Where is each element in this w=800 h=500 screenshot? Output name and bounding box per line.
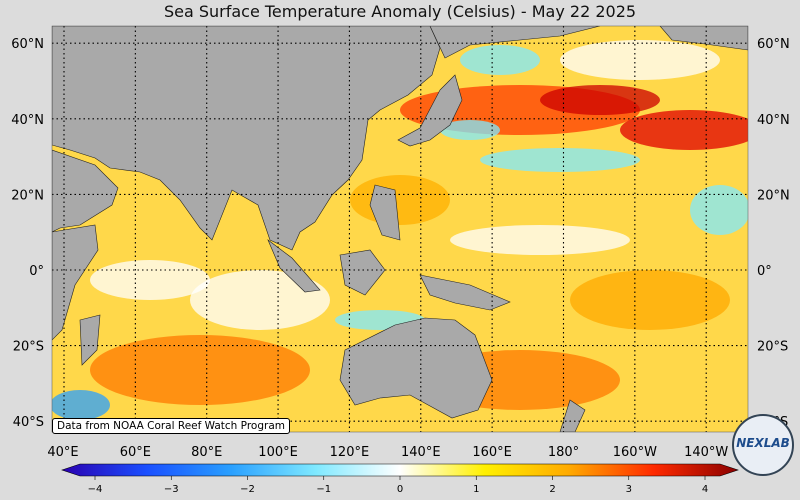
lon-label: 140°W xyxy=(684,445,728,460)
anomaly-blob xyxy=(540,85,660,115)
data-credit: Data from NOAA Coral Reef Watch Program xyxy=(52,418,290,434)
land-masses xyxy=(52,26,748,432)
lat-label: 20°N xyxy=(757,188,790,203)
lat-label: 0° xyxy=(757,264,772,279)
lon-label: 160°E xyxy=(472,445,512,460)
lat-label: 20°S xyxy=(13,340,44,355)
lon-label: 180° xyxy=(548,445,579,460)
anomaly-blob xyxy=(350,175,450,225)
borneo-island xyxy=(339,249,386,296)
lat-label: 40°N xyxy=(757,113,790,128)
anomaly-blob xyxy=(560,40,720,80)
alaska-landmass xyxy=(659,26,748,51)
lat-label: 60°N xyxy=(757,37,790,52)
lon-label: 40°E xyxy=(47,445,78,460)
colorbar-tick-label: 4 xyxy=(702,484,708,495)
philippines-islands xyxy=(369,184,401,241)
new-zealand-island xyxy=(559,399,586,432)
anomaly-blob xyxy=(570,270,730,330)
anomaly-blob xyxy=(480,148,640,172)
colorbar-tick-label: 0 xyxy=(397,484,403,495)
colorbar-tick-label: 1 xyxy=(473,484,479,495)
colorbar-tick-label: −1 xyxy=(316,484,331,495)
map-title: Sea Surface Temperature Anomaly (Celsius… xyxy=(163,2,637,21)
colorbar-ticks: −4 −3 −2 −1 0 1 2 3 4 xyxy=(88,476,708,495)
colorbar-tick-label: 2 xyxy=(549,484,555,495)
madagascar-island xyxy=(79,314,101,366)
anomaly-blob xyxy=(450,225,630,255)
japan-islands xyxy=(397,74,463,147)
anomaly-blob xyxy=(90,335,310,405)
anomaly-blob xyxy=(440,120,500,140)
asia-landmass xyxy=(52,26,441,251)
east-asia-landmass xyxy=(429,26,601,59)
lat-label: 0° xyxy=(29,264,44,279)
colorbar-tick-label: −4 xyxy=(88,484,103,495)
lon-label: 160°W xyxy=(613,445,657,460)
lon-label: 60°E xyxy=(120,445,151,460)
arabia-africa-landmass xyxy=(52,149,119,233)
colorbar-tick-label: −2 xyxy=(240,484,255,495)
lon-label: 100°E xyxy=(258,445,298,460)
lon-label: 80°E xyxy=(191,445,222,460)
colorbar-bar xyxy=(61,463,739,477)
lat-label: 20°N xyxy=(11,188,44,203)
new-guinea-island xyxy=(419,274,511,311)
anomaly-blob xyxy=(460,45,540,75)
lat-label: 60°N xyxy=(11,37,44,52)
graticule xyxy=(52,26,748,432)
logo-text: NEXLAB xyxy=(736,436,790,450)
lat-labels-left: 60°N 40°N 20°N 0° 20°S 40°S xyxy=(11,37,44,430)
colorbar-tick-label: −3 xyxy=(164,484,179,495)
lon-labels: 40°E 60°E 80°E 100°E 120°E 140°E 160°E 180° 160°… xyxy=(47,445,728,460)
anomaly-blob xyxy=(620,110,748,150)
colorbar: −4 −3 −2 −1 0 1 2 3 4 xyxy=(61,463,739,495)
colorbar-tick-label: 3 xyxy=(626,484,632,495)
lat-labels-right: 60°N40°N20°N0°20°S40°S xyxy=(757,37,790,430)
map-frame xyxy=(51,25,749,433)
anomaly-blob xyxy=(52,390,110,420)
lon-label: 140°E xyxy=(401,445,441,460)
anomaly-blob xyxy=(690,185,748,235)
lat-label: 40°N xyxy=(11,113,44,128)
lon-label: 120°E xyxy=(330,445,370,460)
nexlab-logo: NEXLAB xyxy=(732,414,794,476)
anomaly-blob xyxy=(190,270,330,330)
africa-east-coast xyxy=(52,224,99,341)
lat-label: 20°S xyxy=(757,340,788,355)
australia-landmass xyxy=(339,317,493,419)
sumatra-island xyxy=(267,239,321,293)
lat-label: 40°S xyxy=(13,415,44,430)
